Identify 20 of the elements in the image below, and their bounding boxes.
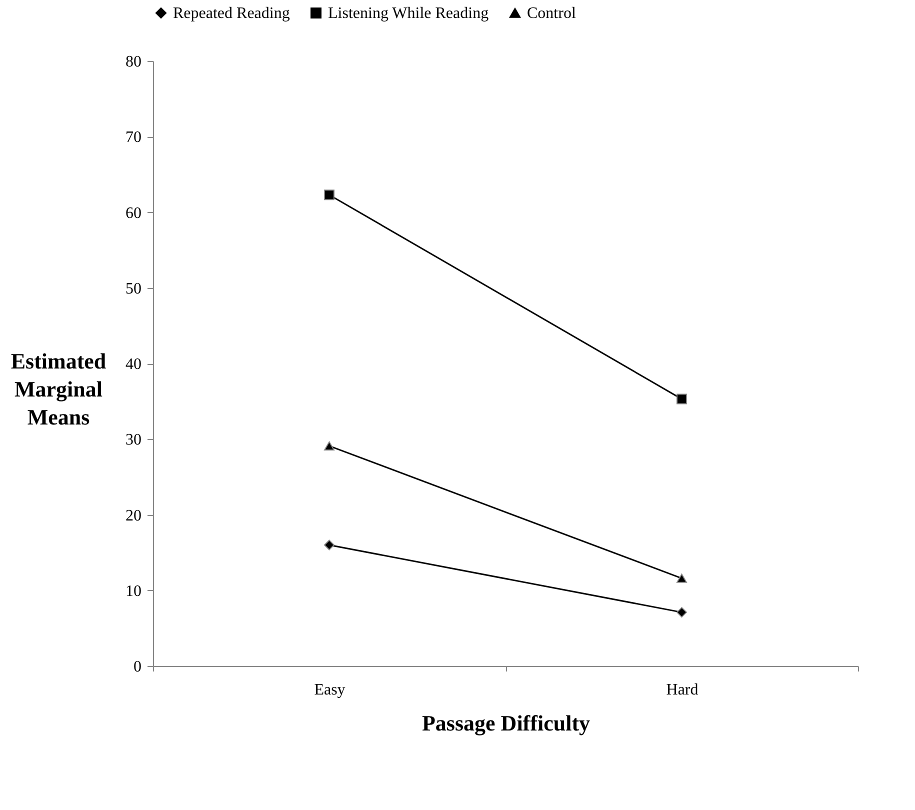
y-tick-label: 30 (126, 432, 142, 449)
y-tick-label: 70 (126, 129, 142, 146)
point (324, 190, 334, 200)
y-tick-label: 40 (126, 356, 142, 373)
x-tick-label: Easy (314, 682, 346, 698)
y-tick-label: 10 (126, 582, 142, 600)
y-tick-label: 20 (126, 507, 142, 524)
point (324, 540, 334, 550)
y-tick-label: 60 (126, 204, 142, 222)
x-axis-title: Passage Difficulty (422, 710, 590, 736)
y-tick-label: 0 (134, 658, 142, 676)
y-tick-label: 80 (126, 54, 142, 70)
legend-label: Listening While Reading (328, 5, 489, 22)
x-tick-label: Hard (666, 682, 698, 698)
legend-label: Repeated Reading (173, 5, 290, 22)
point (676, 607, 687, 618)
point (676, 394, 687, 404)
y-tick-label: 50 (126, 280, 142, 298)
y-axis-title: Estimated Marginal Means (10, 348, 106, 430)
legend-label: Control (527, 5, 576, 22)
